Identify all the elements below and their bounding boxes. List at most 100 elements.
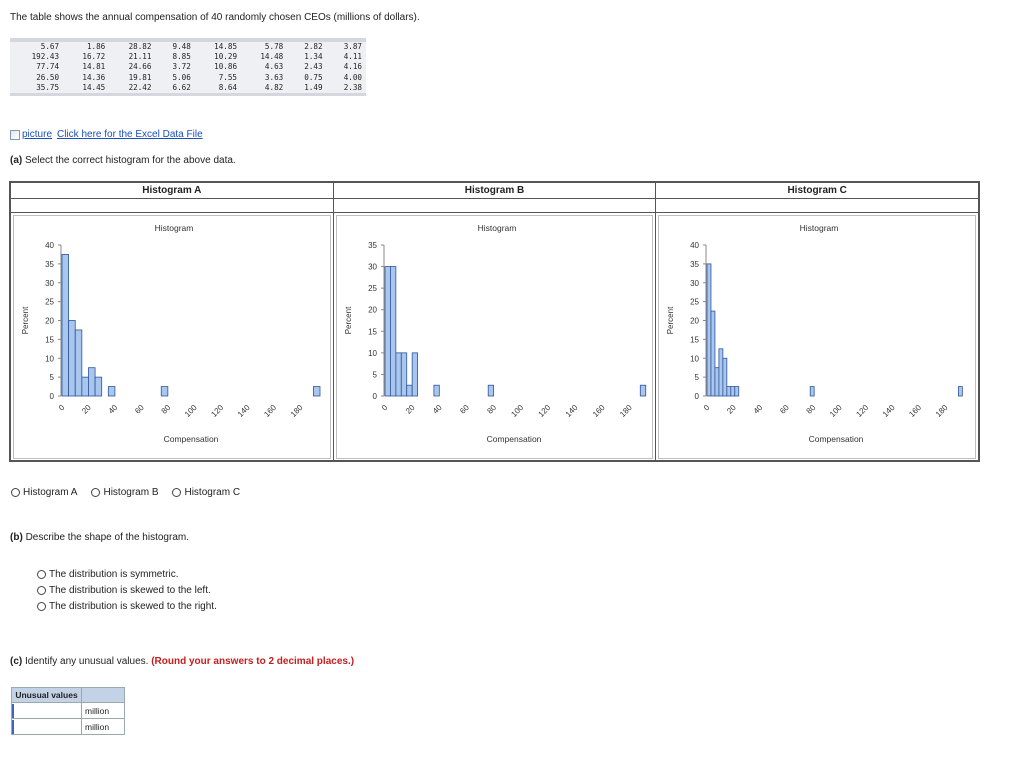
x-tick-label: 0	[380, 403, 390, 413]
histogram-table: Histogram A Histogram Percent 0 5 10 15 20 25 30…	[9, 181, 980, 462]
x-tick-label: 100	[509, 403, 525, 419]
data-cell: 8.85	[172, 52, 191, 62]
x-tick-label: 140	[236, 403, 252, 419]
data-cell: 3.87	[343, 42, 362, 51]
option-histogram-a[interactable]: Histogram A	[11, 487, 77, 498]
x-tick-label: 180	[289, 403, 305, 419]
data-cell: 0.75	[304, 72, 323, 82]
histogram-bar	[718, 348, 724, 397]
y-tick-label: 30	[45, 279, 54, 288]
x-axis-label: Compensation	[164, 434, 219, 444]
radio-circle-icon[interactable]	[11, 488, 20, 497]
option-label: The distribution is skewed to the right.	[49, 601, 217, 612]
histogram-bar	[88, 367, 96, 397]
option-skewed-right[interactable]: The distribution is skewed to the right.	[37, 601, 217, 612]
chart-title: Histogram	[155, 223, 194, 233]
histogram-b-panel: Histogram Percent 0 5 10 15 20 25 30 35 0 20 40 60 80 1…	[335, 215, 654, 459]
x-tick-label: 20	[80, 403, 93, 416]
data-cell: 9.48	[172, 42, 191, 51]
y-tick-label: 10	[690, 354, 699, 363]
x-tick-label: 160	[591, 403, 607, 419]
y-tick-label: 10	[368, 349, 377, 358]
data-cell: 77.74	[36, 62, 60, 72]
x-tick-label: 120	[855, 403, 871, 419]
histogram-c-column: Histogram C Histogram Percent 0 5 10 15 20 25 30…	[656, 183, 979, 460]
data-cell: 35.75	[36, 82, 60, 92]
y-tick-label: 40	[690, 241, 699, 250]
option-histogram-c[interactable]: Histogram C	[172, 487, 240, 498]
data-cell: 8.64	[218, 82, 238, 92]
data-row: 35.75 14.45 22.42 6.62 8.64 4.82 1.49 2.38	[10, 83, 366, 95]
data-cell: 10.86	[214, 62, 238, 72]
histogram-bar	[107, 386, 116, 397]
data-row: 26.50 14.36 19.81 5.06 7.55 3.63 0.75 4.00	[10, 73, 366, 83]
y-tick-label: 5	[50, 373, 55, 382]
x-tick-label: 40	[107, 403, 120, 416]
option-label: The distribution is skewed to the left.	[49, 585, 211, 596]
histogram-bar	[706, 263, 712, 397]
data-cell: 6.62	[172, 82, 191, 92]
option-label: Histogram A	[23, 487, 78, 498]
histogram-bar	[487, 384, 494, 397]
radio-circle-icon[interactable]	[37, 586, 46, 595]
histogram-bar	[405, 384, 413, 397]
histogram-bar	[68, 320, 76, 397]
data-cell: 14.81	[82, 62, 106, 72]
histogram-bar	[160, 386, 169, 397]
y-tick-label: 0	[50, 392, 55, 401]
part-a-text: Select the correct histogram for the abo…	[25, 155, 236, 166]
y-axis-label: Percent	[344, 306, 353, 334]
radio-circle-icon[interactable]	[172, 488, 182, 497]
histogram-bar	[730, 386, 736, 397]
option-skewed-left[interactable]: The distribution is skewed to the left.	[37, 585, 217, 596]
unusual-value-input-1[interactable]	[12, 703, 81, 718]
radio-circle-icon[interactable]	[37, 570, 46, 579]
histogram-a-header: Histogram A	[11, 183, 333, 199]
histogram-bar	[94, 376, 103, 397]
histogram-bar	[958, 386, 964, 397]
x-tick-label: 180	[934, 403, 950, 419]
histogram-c-header: Histogram C	[656, 183, 979, 199]
data-cell: 4.63	[264, 62, 284, 72]
picture-alt-link[interactable]: picture	[22, 129, 53, 140]
x-axis-label: Compensation	[486, 434, 541, 444]
unusual-values-table: Unusual values million million	[11, 687, 125, 735]
data-cell: 1.34	[304, 52, 323, 62]
y-tick-label: 35	[368, 241, 377, 250]
unusual-value-input-2[interactable]	[12, 719, 81, 734]
data-cell: 2.82	[304, 42, 323, 51]
data-cell: 7.55	[218, 72, 238, 82]
y-tick-label: 20	[690, 317, 699, 326]
radio-circle-icon[interactable]	[37, 602, 46, 611]
data-cell: 4.82	[264, 82, 284, 92]
option-histogram-b[interactable]: Histogram B	[91, 487, 158, 498]
y-tick-label: 20	[368, 306, 377, 315]
histogram-bar	[734, 386, 740, 397]
x-tick-label: 60	[458, 403, 471, 416]
data-cell: 28.82	[128, 42, 152, 51]
data-row: 77.74 14.81 24.66 3.72 10.86 4.63 2.43 4.16	[10, 62, 366, 72]
x-tick-label: 80	[485, 403, 498, 416]
y-tick-label: 35	[45, 260, 54, 269]
excel-data-link[interactable]: Click here for the Excel Data File	[57, 129, 203, 140]
data-cell: 3.63	[264, 72, 284, 82]
x-tick-label: 20	[726, 403, 739, 416]
x-tick-label: 100	[828, 403, 844, 419]
unusual-value-cell	[11, 702, 82, 719]
part-c-note: (Round your answers to 2 decimal places.…	[151, 656, 355, 667]
data-cell: 2.43	[304, 62, 323, 72]
histogram-bar	[312, 386, 321, 397]
part-c-letter: (c)	[10, 656, 23, 667]
data-cell: 22.42	[128, 82, 152, 92]
y-tick-label: 25	[690, 298, 699, 307]
data-cell: 24.66	[128, 62, 152, 72]
part-b-options: The distribution is symmetric. The distr…	[37, 569, 231, 617]
option-symmetric[interactable]: The distribution is symmetric.	[37, 569, 217, 580]
histogram-bar	[384, 266, 391, 397]
x-axis-label: Compensation	[809, 434, 864, 444]
part-b-letter: (b)	[10, 532, 23, 543]
radio-circle-icon[interactable]	[91, 488, 101, 497]
x-tick-label: 60	[778, 403, 791, 416]
part-b-prompt: (b) Describe the shape of the histogram.	[10, 532, 189, 543]
broken-picture-icon	[10, 129, 20, 140]
